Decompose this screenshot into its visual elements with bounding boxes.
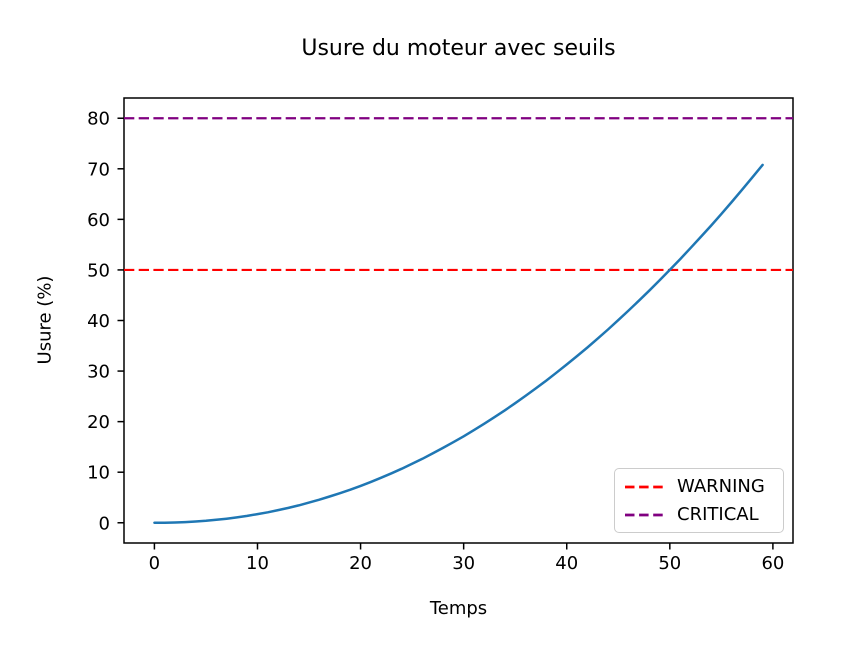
y-tick-label: 40	[87, 311, 110, 332]
y-tick-label: 70	[87, 159, 110, 180]
legend-label: CRITICAL	[677, 503, 759, 525]
x-tick-label: 50	[658, 553, 681, 574]
legend-item-critical: CRITICAL	[625, 503, 773, 525]
y-tick-label: 30	[87, 362, 110, 383]
y-axis-label: Usure (%)	[34, 275, 56, 365]
x-tick-label: 60	[761, 553, 784, 574]
x-axis-label: Temps	[429, 598, 488, 619]
usure-series-line	[153, 163, 764, 525]
y-tick-label: 20	[87, 412, 110, 433]
x-tick-label: 40	[555, 553, 578, 574]
legend-label: WARNING	[677, 475, 765, 497]
legend-item-warning: WARNING	[625, 475, 773, 497]
y-tick-label: 80	[87, 109, 110, 130]
x-tick-label: 10	[246, 553, 269, 574]
critical-dash-icon	[625, 513, 663, 516]
y-tick-label: 60	[87, 210, 110, 231]
y-tick-label: 0	[99, 513, 110, 534]
x-tick-label: 20	[349, 553, 372, 574]
y-tick-label: 10	[87, 463, 110, 484]
legend: WARNING CRITICAL	[614, 468, 784, 533]
chart-title: Usure du moteur avec seuils	[301, 36, 616, 61]
y-tick-label: 50	[87, 260, 110, 281]
x-tick-label: 0	[149, 553, 160, 574]
x-tick-label: 30	[452, 553, 475, 574]
warning-dash-icon	[625, 485, 663, 488]
